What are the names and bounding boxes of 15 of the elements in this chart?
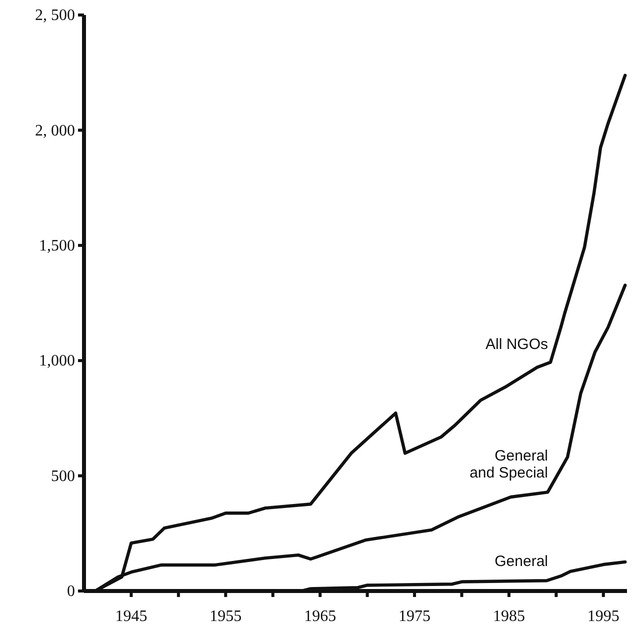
x-tick-label: 1965 (304, 608, 336, 625)
y-tick-label: 0 (67, 583, 75, 600)
x-tick-label: 1975 (398, 608, 431, 625)
y-tick-label: 1,500 (39, 238, 75, 255)
x-tick-label: 1945 (115, 608, 148, 625)
y-tick-label: 2, 000 (35, 122, 75, 140)
series-label: General and Special (470, 448, 548, 482)
series-label: General (494, 553, 548, 570)
y-tick-label: 2, 500 (35, 7, 75, 24)
x-tick-label: 1995 (587, 608, 620, 625)
x-tick-label: 1985 (492, 608, 525, 625)
x-tick-label: 1955 (210, 608, 242, 625)
series-label: All NGOs (485, 336, 548, 354)
y-tick-label: 1,000 (39, 352, 75, 370)
y-tick-label: 500 (51, 468, 75, 485)
